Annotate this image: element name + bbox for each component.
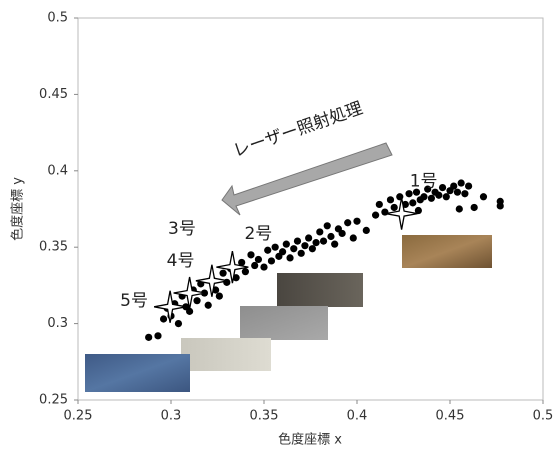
data-point (338, 229, 346, 238)
data-point (420, 193, 428, 201)
y-tick-label: 0.4 (47, 163, 68, 178)
y-tick-label: 0.25 (39, 393, 68, 408)
point-label: 5号 (120, 291, 148, 311)
star-marker (195, 264, 229, 297)
data-point (159, 315, 168, 323)
data-point (465, 182, 473, 190)
data-point (435, 191, 443, 199)
y-tick-label: 0.35 (39, 240, 68, 255)
data-point (414, 206, 422, 215)
point-label: 2号 (244, 224, 272, 244)
data-point (219, 269, 227, 277)
star-marker (216, 250, 249, 284)
data-point (427, 194, 435, 202)
data-point (305, 234, 313, 242)
data-point (154, 332, 162, 340)
x-tick-label: 0.5 (533, 409, 554, 424)
plot-frame (77, 17, 544, 401)
data-point (271, 243, 279, 251)
data-point (286, 254, 294, 262)
data-point (375, 200, 383, 209)
data-point (386, 196, 395, 204)
data-point (353, 217, 361, 225)
data-point (319, 237, 328, 245)
data-point (327, 232, 335, 241)
sample-photo (402, 235, 492, 268)
y-tick-label: 0.5 (47, 11, 68, 26)
y-tick-label: 0.3 (47, 316, 68, 331)
point-label: 1号 (410, 172, 438, 192)
sample-photo (85, 354, 190, 392)
annotation: レーザー照射処理 (231, 98, 366, 161)
data-point (390, 203, 398, 212)
x-tick-label: 0.3 (161, 409, 182, 424)
data-point (145, 333, 153, 341)
star-marker (173, 276, 206, 310)
data-point (331, 240, 339, 248)
y-tick-label: 0.45 (39, 87, 68, 102)
data-point (457, 179, 465, 187)
data-point (450, 182, 458, 190)
data-point (312, 239, 320, 247)
data-point (344, 219, 352, 227)
x-tick-label: 0.45 (436, 409, 465, 424)
x-tick-label: 0.35 (250, 409, 279, 424)
data-point (424, 185, 432, 193)
data-point (293, 237, 302, 245)
data-point (308, 245, 316, 253)
sample-photo (181, 338, 271, 371)
data-point (442, 193, 450, 201)
x-tick-label: 0.4 (347, 409, 368, 424)
data-point (438, 184, 447, 192)
data-point (412, 188, 421, 196)
data-point (186, 307, 194, 315)
data-point (290, 245, 298, 253)
data-point (405, 190, 413, 198)
data-point (372, 211, 380, 219)
x-tick-label: 0.25 (64, 409, 93, 424)
data-point (297, 249, 305, 257)
data-point (260, 263, 268, 271)
data-point (301, 242, 309, 250)
data-point (479, 193, 488, 201)
data-point (461, 190, 469, 198)
data-point (215, 292, 223, 300)
sample-photo (240, 306, 328, 340)
data-point (316, 228, 324, 236)
data-point (251, 261, 259, 270)
star-marker (385, 197, 418, 230)
data-point (455, 205, 463, 213)
point-label: 4号 (167, 251, 195, 271)
data-point (193, 297, 201, 305)
data-point (279, 248, 287, 256)
data-point (247, 251, 255, 259)
data-point (174, 320, 183, 328)
data-point (204, 301, 212, 309)
data-point (470, 203, 478, 212)
data-point (323, 222, 331, 230)
data-point (254, 255, 263, 264)
y-axis-label: 色度座標 y (10, 177, 26, 241)
data-point (362, 226, 370, 234)
x-axis-label: 色度座標 x (278, 432, 342, 448)
data-point (349, 234, 357, 242)
data-point (264, 246, 272, 254)
data-point (496, 202, 504, 210)
data-point (409, 199, 417, 207)
sample-photo (277, 273, 363, 307)
data-point (453, 188, 462, 196)
arrow (221, 142, 393, 216)
point-label: 3号 (168, 219, 196, 239)
star-marker (153, 290, 187, 323)
data-point (282, 240, 290, 248)
data-point (267, 257, 276, 265)
data-point (238, 258, 246, 267)
data-point (241, 268, 249, 276)
